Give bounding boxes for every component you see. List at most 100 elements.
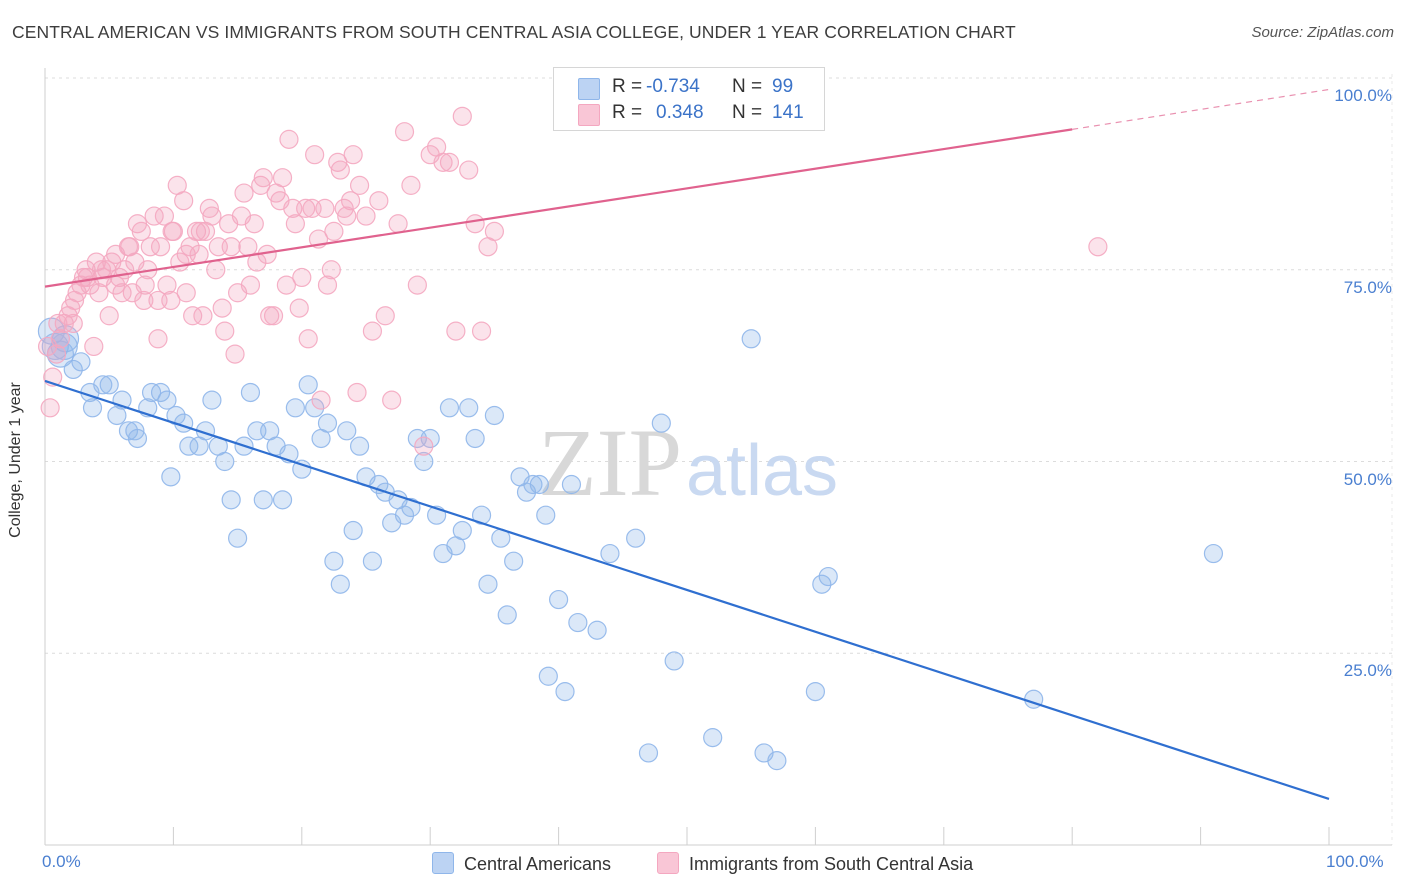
r-value: -0.734	[646, 76, 700, 97]
n-label: N =	[732, 76, 763, 97]
stats-legend: R = -0.734 N = 99 R = 0.348 N = 141	[553, 67, 825, 131]
data-point	[161, 467, 181, 487]
data-point	[347, 382, 367, 403]
data-point	[244, 214, 264, 234]
x-tick-label-min: 0.0%	[42, 852, 81, 871]
data-point	[317, 275, 338, 295]
data-point	[93, 375, 113, 395]
data-point	[433, 152, 453, 172]
watermark-atlas: atlas	[686, 431, 838, 511]
trend-line-extension	[1072, 88, 1330, 130]
series-south-central-asia	[37, 106, 1108, 456]
data-point	[240, 275, 261, 295]
data-point	[183, 306, 203, 326]
data-point	[478, 574, 498, 594]
data-point	[176, 283, 196, 303]
data-point	[452, 106, 472, 126]
data-point	[272, 168, 293, 188]
data-point	[112, 283, 132, 303]
data-point	[555, 681, 575, 702]
data-point	[388, 214, 408, 234]
data-point	[568, 612, 588, 633]
data-point	[362, 551, 383, 571]
data-point	[157, 275, 177, 295]
y-tick-label: 25.0%	[1343, 661, 1392, 681]
data-point	[330, 574, 350, 594]
stats-row-central-americans: R = -0.734 N = 99	[554, 76, 824, 102]
data-point	[144, 206, 164, 226]
data-point	[394, 122, 415, 142]
swatch-pink	[578, 104, 600, 126]
data-point	[703, 728, 723, 748]
r-label: R =	[612, 102, 643, 123]
data-point	[767, 751, 787, 771]
legend-item-south-central-asia: Immigrants from South Central Asia	[657, 852, 973, 875]
data-point	[234, 183, 254, 203]
data-point	[225, 344, 245, 364]
data-point	[317, 413, 338, 433]
r-value: 0.348	[656, 102, 704, 123]
data-point	[63, 313, 83, 334]
data-point	[362, 321, 383, 341]
y-tick-label: 75.0%	[1343, 277, 1392, 297]
data-point	[311, 390, 331, 410]
data-point	[50, 329, 71, 349]
data-point	[46, 344, 67, 364]
data-point	[190, 221, 210, 241]
chart-title: CENTRAL AMERICAN VS IMMIGRANTS FROM SOUT…	[12, 22, 1016, 42]
data-point	[328, 152, 348, 172]
data-point	[253, 490, 273, 510]
legend-item-central-americans: Central Americans	[432, 852, 611, 875]
data-point	[272, 490, 293, 510]
data-point	[459, 160, 479, 180]
data-point	[150, 237, 171, 257]
series-central-americans	[37, 317, 1224, 771]
data-point	[626, 528, 646, 548]
data-point	[199, 198, 219, 218]
data-point	[106, 275, 126, 295]
data-point	[174, 191, 194, 211]
data-point	[76, 260, 96, 280]
data-point	[538, 666, 558, 686]
data-point	[162, 221, 182, 241]
data-point	[349, 436, 370, 456]
data-point	[202, 390, 222, 410]
data-point	[439, 152, 460, 172]
trend-line-south-central-asia	[44, 128, 1073, 288]
data-point	[414, 436, 434, 456]
data-point	[135, 275, 155, 295]
data-point	[292, 267, 312, 288]
data-point	[465, 214, 485, 234]
legend-swatch-blue	[432, 852, 454, 874]
data-point	[324, 221, 344, 241]
data-point	[484, 405, 504, 426]
data-point	[382, 390, 402, 410]
data-point	[305, 145, 325, 165]
data-point	[420, 428, 440, 449]
data-point	[125, 421, 145, 441]
data-point	[263, 306, 284, 326]
data-point	[127, 428, 148, 449]
data-point	[40, 398, 60, 418]
data-point	[89, 283, 109, 303]
data-point	[221, 237, 241, 257]
data-point	[247, 252, 267, 272]
data-point	[343, 145, 363, 165]
watermark-zip: ZIP	[538, 409, 682, 516]
data-point	[157, 390, 177, 410]
data-point	[176, 244, 196, 265]
data-point	[179, 436, 199, 456]
data-point	[536, 505, 556, 525]
data-point	[561, 474, 582, 495]
data-point	[414, 451, 434, 472]
data-point	[212, 298, 232, 318]
data-point	[497, 605, 517, 625]
data-point	[401, 497, 421, 518]
data-point	[221, 490, 241, 510]
data-point	[340, 191, 361, 211]
data-point	[369, 191, 389, 211]
data-point	[812, 574, 832, 594]
data-point	[107, 405, 127, 426]
data-point	[298, 329, 318, 349]
